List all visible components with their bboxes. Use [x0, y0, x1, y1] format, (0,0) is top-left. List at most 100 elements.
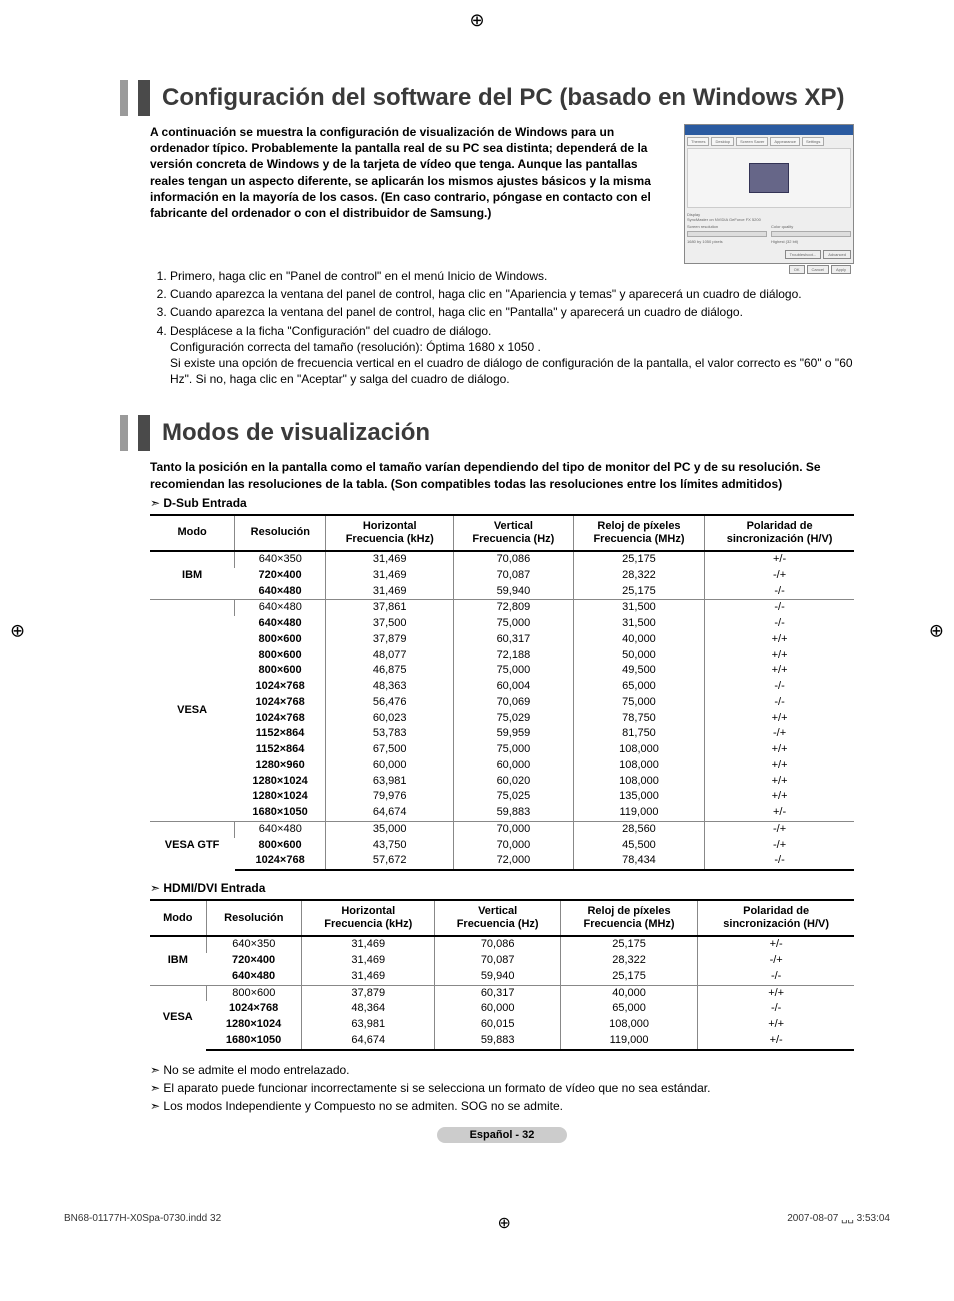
- data-cell: 31,500: [573, 600, 704, 616]
- table-row: 800×60043,75070,00045,500-/+: [150, 838, 854, 854]
- step-2: Cuando aparezca la ventana del panel de …: [170, 286, 854, 302]
- table-row: 1280×102479,97675,025135,000+/+: [150, 789, 854, 805]
- data-cell: -/-: [705, 695, 854, 711]
- data-cell: 1152×864: [235, 726, 326, 742]
- data-cell: +/+: [705, 632, 854, 648]
- table-row: 800×60046,87575,00049,500+/+: [150, 663, 854, 679]
- mode-cell: VESA: [150, 985, 206, 1050]
- footer: BN68-01177H-X0Spa-0730.indd 32 ⊕ 2007-08…: [60, 1213, 894, 1233]
- data-cell: 48,077: [326, 648, 454, 664]
- data-cell: 60,023: [326, 711, 454, 727]
- th-clk: Reloj de píxelesFrecuencia (MHz): [560, 900, 697, 936]
- data-cell: 35,000: [326, 821, 454, 837]
- data-cell: -/-: [698, 1001, 854, 1017]
- data-cell: 56,476: [326, 695, 454, 711]
- data-cell: 59,940: [453, 584, 573, 600]
- mode-cell: VESA GTF: [150, 821, 235, 870]
- section-1-heading: Configuración del software del PC (basad…: [162, 84, 845, 112]
- th-v: VerticalFrecuencia (Hz): [453, 515, 573, 551]
- data-cell: +/-: [698, 936, 854, 953]
- table-row: 720×40031,46970,08728,322-/+: [150, 953, 854, 969]
- data-cell: 640×480: [235, 616, 326, 632]
- data-cell: 25,175: [560, 936, 697, 953]
- data-cell: 720×400: [206, 953, 301, 969]
- data-cell: 72,188: [453, 648, 573, 664]
- data-cell: +/-: [705, 551, 854, 568]
- data-cell: 28,560: [573, 821, 704, 837]
- data-cell: 28,322: [573, 568, 704, 584]
- data-cell: 25,175: [573, 584, 704, 600]
- data-cell: 70,087: [453, 568, 573, 584]
- th-clk: Reloj de píxelesFrecuencia (MHz): [573, 515, 704, 551]
- section-2-content: Tanto la posición en la pantalla como el…: [150, 459, 854, 1142]
- data-cell: 1024×768: [235, 711, 326, 727]
- data-cell: 75,000: [453, 742, 573, 758]
- intro-text: A continuación se muestra la configuraci…: [150, 124, 670, 221]
- steps-list: Primero, haga clic en "Panel de control"…: [150, 268, 854, 387]
- section-2-heading: Modos de visualización: [162, 419, 430, 447]
- footer-crop-icon: ⊕: [497, 1213, 510, 1233]
- data-cell: 108,000: [573, 758, 704, 774]
- data-cell: 31,469: [326, 568, 454, 584]
- data-cell: 75,029: [453, 711, 573, 727]
- data-cell: -/-: [705, 853, 854, 870]
- data-cell: +/-: [698, 1033, 854, 1050]
- data-cell: 72,000: [453, 853, 573, 870]
- step-4-main: Desplácese a la ficha "Configuración" de…: [170, 324, 491, 338]
- crop-mark-top: ⊕: [469, 10, 484, 31]
- data-cell: 57,672: [326, 853, 454, 870]
- th-res: Resolución: [206, 900, 301, 936]
- section-1-title-bar: Configuración del software del PC (basad…: [120, 80, 894, 116]
- data-cell: 800×600: [235, 648, 326, 664]
- data-cell: 65,000: [573, 679, 704, 695]
- data-cell: 31,469: [326, 584, 454, 600]
- mode-cell: IBM: [150, 936, 206, 985]
- data-cell: 60,020: [453, 774, 573, 790]
- th-h: HorizontalFrecuencia (kHz): [326, 515, 454, 551]
- th-res: Resolución: [235, 515, 326, 551]
- data-cell: 75,000: [573, 695, 704, 711]
- data-cell: 53,783: [326, 726, 454, 742]
- page: ⊕ ⊕ ⊕ Configuración del software del PC …: [0, 0, 954, 1263]
- note-3: Los modos Independiente y Compuesto no s…: [150, 1099, 854, 1113]
- table-row: 1280×102463,98160,015108,000+/+: [150, 1017, 854, 1033]
- table-row: 1152×86467,50075,000108,000+/+: [150, 742, 854, 758]
- data-cell: 800×600: [235, 663, 326, 679]
- data-cell: +/+: [705, 774, 854, 790]
- data-cell: 31,469: [326, 551, 454, 568]
- table-row: IBM640×35031,46970,08625,175+/-: [150, 551, 854, 568]
- data-cell: 28,322: [560, 953, 697, 969]
- data-cell: 720×400: [235, 568, 326, 584]
- data-cell: +/+: [705, 711, 854, 727]
- data-cell: 640×480: [235, 584, 326, 600]
- table-row: 640×48037,50075,00031,500-/-: [150, 616, 854, 632]
- data-cell: -/-: [705, 616, 854, 632]
- hdmi-table: Modo Resolución HorizontalFrecuencia (kH…: [150, 899, 854, 1051]
- mode-cell: VESA: [150, 600, 235, 822]
- table-row: VESA640×48037,86172,80931,500-/-: [150, 600, 854, 616]
- bar-accent-icon: [120, 415, 128, 451]
- dialog-lower: DisplaySyncMaster on NVIDIA GeForce FX 5…: [687, 212, 851, 244]
- monitor-icon: [749, 163, 789, 193]
- data-cell: 60,000: [453, 758, 573, 774]
- data-cell: 60,317: [435, 985, 560, 1001]
- th-pol: Polaridad desincronización (H/V): [705, 515, 854, 551]
- dsub-tbody: IBM640×35031,46970,08625,175+/-720×40031…: [150, 551, 854, 870]
- table-row: 1024×76856,47670,06975,000-/-: [150, 695, 854, 711]
- data-cell: 640×480: [206, 969, 301, 985]
- th-v: VerticalFrecuencia (Hz): [435, 900, 560, 936]
- table-row: 800×60037,87960,31740,000+/+: [150, 632, 854, 648]
- page-label: Español - 32: [437, 1127, 567, 1143]
- table-row: 640×48031,46959,94025,175-/-: [150, 969, 854, 985]
- data-cell: +/+: [705, 742, 854, 758]
- step-4-sub1: Configuración correcta del tamaño (resol…: [170, 339, 854, 355]
- table-row: 1280×102463,98160,020108,000+/+: [150, 774, 854, 790]
- data-cell: 1024×768: [235, 679, 326, 695]
- data-cell: 63,981: [326, 774, 454, 790]
- data-cell: +/-: [705, 805, 854, 821]
- note-1: No se admite el modo entrelazado.: [150, 1063, 854, 1077]
- display-properties-thumbnail: ThemesDesktopScreen SaverAppearanceSetti…: [684, 124, 854, 264]
- data-cell: 59,940: [435, 969, 560, 985]
- data-cell: 78,750: [573, 711, 704, 727]
- bar-dark-icon: [138, 80, 150, 116]
